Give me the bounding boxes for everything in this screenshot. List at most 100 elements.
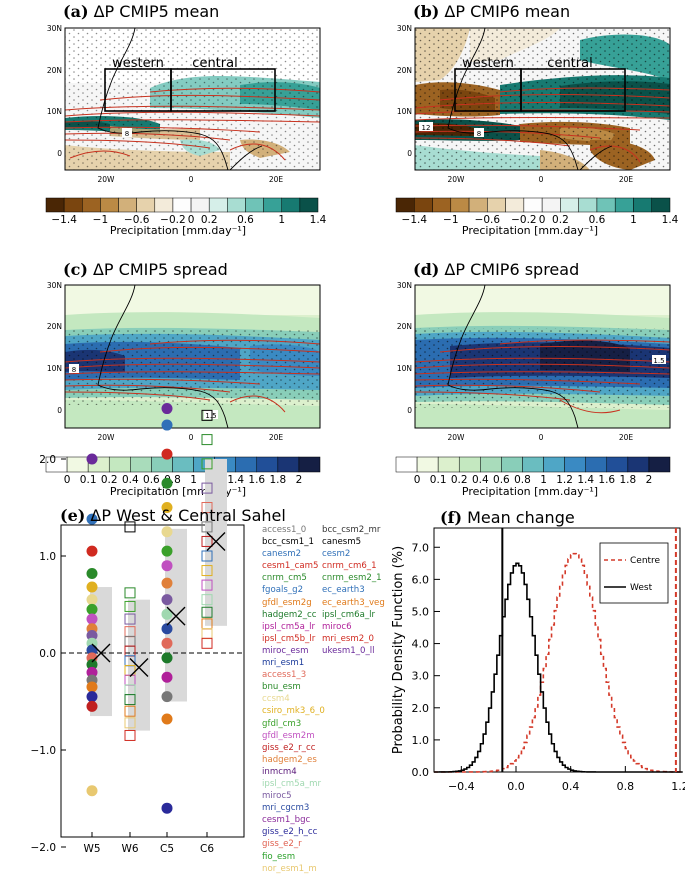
svg-text:20E: 20E xyxy=(269,433,284,442)
colorbar-swatch xyxy=(652,198,670,212)
model-legend-entry: gfdl_cm3 xyxy=(262,718,325,730)
colorbar-swatch xyxy=(130,457,151,472)
svg-text:20N: 20N xyxy=(397,322,412,331)
colorbar-swatch xyxy=(209,198,227,212)
cmip5-model-point xyxy=(162,449,173,460)
colorbar-swatch xyxy=(597,198,615,212)
colorbar-swatch xyxy=(396,457,417,472)
model-legend-entry: cesm1_cam5 xyxy=(262,560,325,572)
svg-text:0: 0 xyxy=(57,149,62,158)
colorbar-swatch xyxy=(278,457,299,472)
y-tick-label: 4.0 xyxy=(412,638,430,651)
colorbar-swatch xyxy=(109,457,130,472)
cmip6-model-point xyxy=(202,638,212,648)
colorbar-tick: 0 xyxy=(414,474,421,486)
svg-text:20N: 20N xyxy=(47,66,62,75)
svg-text:20N: 20N xyxy=(397,66,412,75)
svg-text:0: 0 xyxy=(539,175,544,184)
x-tick-label: 0.0 xyxy=(507,780,525,793)
panel-b-title: (b) ΔP CMIP6 mean xyxy=(413,2,570,21)
cmip5-model-point xyxy=(162,420,173,431)
cmip5-model-point xyxy=(87,582,98,593)
colorbar-swatch xyxy=(173,198,191,212)
y-tick-label: 3.0 xyxy=(412,670,430,683)
box-label-central: central xyxy=(547,56,592,71)
colorbar-tick: 2 xyxy=(646,474,653,486)
colorbar-swatch xyxy=(64,198,82,212)
y-tick-label: 2.0 xyxy=(412,702,430,715)
cmip5-model-point xyxy=(87,785,98,796)
panel-c-ylabels: 30N 20N 10N 0 xyxy=(47,281,62,415)
legend-label-centre: Centre xyxy=(630,556,661,566)
x-tick-label: C5 xyxy=(160,843,174,855)
model-legend-entry: mri_cgcm3 xyxy=(262,802,325,814)
cmip6-model-point xyxy=(202,435,212,445)
legend-label-west: West xyxy=(630,583,653,593)
colorbar-swatch xyxy=(628,457,649,472)
colorbar-swatch xyxy=(300,198,318,212)
x-tick-label: 0.4 xyxy=(562,780,580,793)
colorbar-swatch xyxy=(257,457,278,472)
colorbar-swatch xyxy=(119,198,137,212)
y-tick-label: 0.0 xyxy=(412,766,430,779)
cmip5-model-point xyxy=(162,638,173,649)
cmip5-model-point xyxy=(87,454,98,465)
panel-e-title: (e) ΔP West & Central Sahel xyxy=(60,506,286,525)
model-legend-entry: ipsl_cm5a_lr xyxy=(262,621,325,633)
panel-b-xlabels: 20W 0 20E xyxy=(448,175,634,184)
svg-text:20E: 20E xyxy=(619,433,634,442)
svg-text:20W: 20W xyxy=(98,433,116,442)
model-legend-entry: gfdl_esm2g xyxy=(262,597,325,609)
svg-text:0: 0 xyxy=(189,175,194,184)
svg-text:10N: 10N xyxy=(47,107,62,116)
svg-text:20W: 20W xyxy=(448,175,466,184)
svg-text:30N: 30N xyxy=(397,281,412,290)
model-legend-entry: giss_e2_r_cc xyxy=(262,742,325,754)
x-tick-label: W6 xyxy=(121,843,138,855)
svg-text:10N: 10N xyxy=(397,107,412,116)
contour-label: 12 xyxy=(422,124,431,132)
cmip5-model-point xyxy=(87,681,98,692)
model-legend-entry: ipsl_cm5a_mr xyxy=(262,778,325,790)
x-tick-label: C6 xyxy=(200,843,214,855)
svg-text:10N: 10N xyxy=(397,364,412,373)
model-legend-entry: access1_0 xyxy=(262,524,325,536)
contour-label: 8 xyxy=(72,366,76,374)
cmip5-model-point xyxy=(162,691,173,702)
model-legend-entry: ec_earth3 xyxy=(322,584,385,596)
model-legend-entry: csiro_mk3_6_0 xyxy=(262,705,325,717)
colorbar-swatch xyxy=(264,198,282,212)
colorbar-swatch xyxy=(172,457,193,472)
colorbar-swatch xyxy=(522,457,543,472)
colorbar-swatch xyxy=(633,198,651,212)
model-legend-entry: fio_esm xyxy=(262,851,325,863)
colorbar-label: Precipitation [mm.day⁻¹] xyxy=(462,485,598,498)
colorbar-swatch xyxy=(155,198,173,212)
colorbar-swatch xyxy=(487,198,505,212)
model-legend-entry: bnu_esm xyxy=(262,681,325,693)
colorbar-label: Precipitation [mm.day⁻¹] xyxy=(110,224,246,237)
colorbar-swatch xyxy=(451,198,469,212)
legend-box: Centre West xyxy=(600,543,668,603)
x-tick-label: −0.4 xyxy=(448,780,475,793)
colorbar-swatch xyxy=(282,198,300,212)
svg-text:20E: 20E xyxy=(269,175,284,184)
colorbar-label: Precipitation [mm.day⁻¹] xyxy=(462,224,598,237)
svg-text:30N: 30N xyxy=(47,24,62,33)
panel-d-ylabels: 30N 20N 10N 0 xyxy=(397,281,412,415)
colorbar-swatch xyxy=(414,198,432,212)
colorbar-swatch xyxy=(524,198,542,212)
svg-text:0: 0 xyxy=(407,406,412,415)
y-tick-label: 7.0 xyxy=(412,541,430,554)
cmip5-model-point xyxy=(87,701,98,712)
panel-b-ylabels: 30N 20N 10N 0 xyxy=(397,24,412,158)
colorbar-swatch xyxy=(82,198,100,212)
panel-a-xlabels: 20W 0 20E xyxy=(98,175,284,184)
svg-text:20W: 20W xyxy=(98,175,116,184)
model-legend-entry: cnrm_cm5 xyxy=(262,572,325,584)
model-legend-entry: mri_esm2_0 xyxy=(322,633,385,645)
